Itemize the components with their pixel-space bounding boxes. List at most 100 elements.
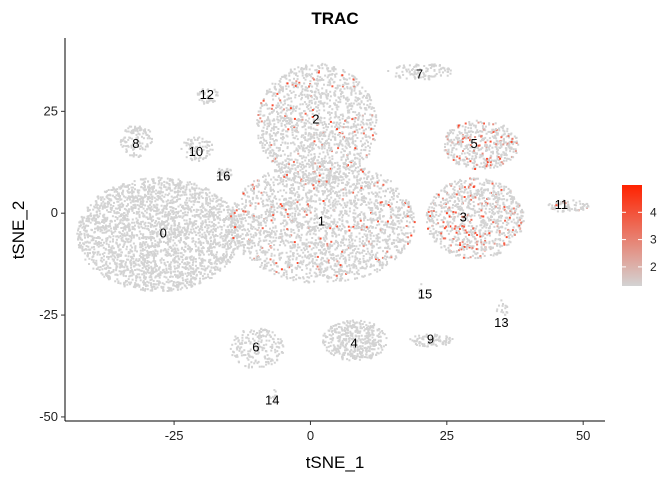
cell-point bbox=[157, 176, 160, 179]
cell-point bbox=[294, 181, 297, 184]
cell-point bbox=[384, 202, 387, 205]
cell-point bbox=[305, 267, 308, 270]
cell-point bbox=[269, 214, 272, 217]
cell-point bbox=[84, 229, 87, 232]
cell-point bbox=[166, 240, 169, 243]
cell-point bbox=[109, 248, 112, 251]
cell-point bbox=[338, 214, 341, 217]
cell-point bbox=[394, 190, 397, 192]
cell-point bbox=[362, 243, 365, 246]
cell-point bbox=[412, 220, 415, 223]
cell-point bbox=[214, 268, 217, 271]
cell-point bbox=[275, 170, 278, 173]
cell-point bbox=[172, 270, 175, 273]
cell-point bbox=[307, 222, 310, 225]
cell-point bbox=[319, 237, 322, 240]
cell-point bbox=[340, 241, 343, 244]
cell-point bbox=[214, 241, 217, 244]
cell-point bbox=[319, 271, 322, 274]
cell-point bbox=[184, 229, 187, 232]
cell-point bbox=[367, 201, 370, 204]
cell-point bbox=[107, 256, 110, 258]
cell-point bbox=[346, 244, 349, 247]
cell-point bbox=[289, 170, 292, 173]
cell-point bbox=[104, 226, 107, 229]
cell-point bbox=[221, 237, 224, 240]
cell-point bbox=[231, 219, 234, 222]
cell-point bbox=[305, 245, 308, 248]
cell-point bbox=[369, 182, 372, 185]
cell-point bbox=[121, 222, 124, 225]
cell-point bbox=[294, 167, 297, 170]
cell-point bbox=[251, 220, 254, 223]
cell-point bbox=[178, 263, 181, 266]
cell-point bbox=[377, 247, 380, 249]
cell-point bbox=[139, 195, 142, 198]
cell-point bbox=[187, 236, 190, 239]
cell-point bbox=[206, 250, 209, 253]
cell-point bbox=[100, 257, 103, 260]
cell-point bbox=[367, 175, 370, 178]
cell-point bbox=[244, 217, 246, 220]
cell-point bbox=[125, 280, 128, 283]
cell-point bbox=[176, 195, 178, 198]
cell-point bbox=[268, 211, 271, 214]
cell-point bbox=[346, 204, 349, 207]
cell-point bbox=[217, 268, 220, 271]
cell-point bbox=[386, 242, 389, 245]
cell-point bbox=[343, 202, 346, 205]
cell-point bbox=[90, 235, 93, 238]
cell-point bbox=[176, 288, 179, 291]
cell-point bbox=[293, 231, 296, 234]
cell-point bbox=[370, 178, 372, 181]
cell-point bbox=[228, 208, 231, 211]
cell-point bbox=[275, 271, 278, 273]
cell-point bbox=[173, 252, 176, 255]
cell-point bbox=[390, 222, 393, 225]
cell-point bbox=[120, 232, 123, 235]
cell-point bbox=[365, 265, 368, 268]
cell-point bbox=[113, 226, 115, 229]
cell-point bbox=[110, 230, 113, 233]
cell-point bbox=[353, 204, 356, 207]
cell-point bbox=[136, 196, 139, 199]
cell-point bbox=[288, 264, 291, 267]
cell-point bbox=[331, 229, 334, 232]
cell-point bbox=[368, 226, 371, 229]
cell-point bbox=[250, 184, 253, 187]
cell-point bbox=[161, 210, 164, 213]
cell-point bbox=[283, 203, 286, 205]
cell-point bbox=[369, 229, 371, 232]
cell-point bbox=[376, 202, 379, 204]
cell-point bbox=[381, 231, 384, 234]
cell-point bbox=[123, 200, 126, 203]
cell-point bbox=[189, 181, 191, 184]
cell-point bbox=[211, 233, 214, 236]
cell-point bbox=[150, 286, 153, 288]
cell-point bbox=[133, 203, 136, 206]
cell-point bbox=[355, 202, 358, 205]
cell-point bbox=[138, 276, 141, 279]
cell-point bbox=[167, 216, 170, 219]
cell-point bbox=[138, 205, 141, 208]
cell-point bbox=[353, 87, 356, 90]
cell-point bbox=[185, 263, 188, 266]
cell-point bbox=[287, 215, 290, 218]
cell-point bbox=[251, 214, 254, 217]
cell-point bbox=[268, 235, 271, 238]
cell-point bbox=[97, 250, 100, 253]
cell-point bbox=[188, 220, 191, 223]
cell-point bbox=[119, 273, 122, 276]
cell-point bbox=[372, 234, 375, 237]
cell-point bbox=[254, 207, 257, 210]
cell-point bbox=[290, 121, 293, 124]
cell-point bbox=[251, 183, 254, 186]
cell-point bbox=[315, 275, 318, 278]
cell-point bbox=[306, 232, 309, 235]
cell-point bbox=[127, 258, 130, 261]
cell-point bbox=[273, 196, 276, 199]
cell-point bbox=[92, 255, 95, 258]
cell-point bbox=[174, 260, 177, 263]
cell-point bbox=[152, 267, 155, 270]
cell-point bbox=[389, 191, 391, 194]
